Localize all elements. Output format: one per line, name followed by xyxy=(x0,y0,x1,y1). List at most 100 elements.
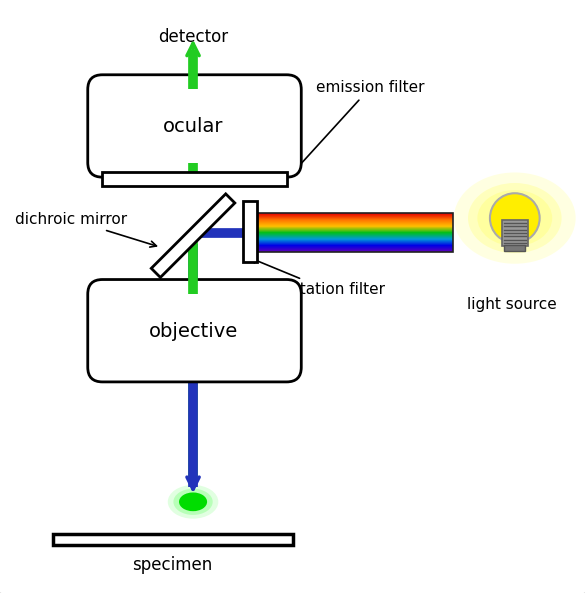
Ellipse shape xyxy=(477,190,552,246)
FancyBboxPatch shape xyxy=(88,280,301,382)
Bar xyxy=(257,241,453,242)
Bar xyxy=(257,241,453,242)
Bar xyxy=(257,251,453,252)
Bar xyxy=(257,219,453,220)
Bar xyxy=(257,214,453,215)
Bar xyxy=(257,221,453,223)
Bar xyxy=(257,237,453,238)
Bar xyxy=(257,237,453,238)
Bar xyxy=(257,247,453,248)
Bar xyxy=(257,245,453,246)
Bar xyxy=(257,220,453,221)
Bar xyxy=(257,225,453,226)
Bar xyxy=(257,222,453,223)
Bar xyxy=(257,249,453,250)
Bar xyxy=(257,236,453,237)
Bar xyxy=(257,248,453,249)
Bar xyxy=(257,242,453,243)
Bar xyxy=(257,222,453,223)
Bar xyxy=(257,240,453,241)
Bar xyxy=(257,250,453,251)
Bar xyxy=(257,242,453,243)
Bar xyxy=(504,245,525,251)
Bar xyxy=(257,216,453,217)
Bar xyxy=(257,245,453,246)
Bar xyxy=(257,235,453,236)
Bar xyxy=(257,228,453,229)
Bar xyxy=(257,243,453,244)
Bar xyxy=(257,237,453,238)
Bar xyxy=(257,238,453,239)
Bar xyxy=(257,217,453,218)
Bar xyxy=(257,214,453,215)
Bar xyxy=(257,233,453,234)
Bar xyxy=(257,229,453,230)
Bar xyxy=(257,244,453,245)
Bar xyxy=(257,224,453,225)
Bar xyxy=(257,219,453,220)
Bar xyxy=(257,215,453,217)
Bar xyxy=(257,235,453,236)
Bar xyxy=(257,228,453,229)
Bar xyxy=(257,234,453,235)
Bar xyxy=(257,226,453,227)
Bar xyxy=(257,229,453,230)
Bar xyxy=(257,233,453,234)
Bar xyxy=(257,234,453,235)
FancyBboxPatch shape xyxy=(88,75,301,177)
Bar xyxy=(257,225,453,226)
Bar xyxy=(257,230,453,231)
Bar xyxy=(257,234,453,235)
Bar xyxy=(257,238,453,239)
Bar xyxy=(257,215,453,216)
Bar xyxy=(257,249,453,250)
Bar xyxy=(257,223,453,224)
Bar xyxy=(257,213,453,214)
Bar xyxy=(257,240,453,241)
Bar xyxy=(257,222,453,223)
Bar xyxy=(257,214,453,215)
Bar xyxy=(257,246,453,247)
Bar xyxy=(257,226,453,227)
Bar xyxy=(257,220,453,221)
Bar xyxy=(257,233,453,234)
Bar xyxy=(257,237,453,238)
Bar xyxy=(257,250,453,251)
Bar xyxy=(257,224,453,225)
Bar xyxy=(257,223,453,224)
Bar xyxy=(257,241,453,242)
Bar xyxy=(257,236,453,238)
Bar xyxy=(257,235,453,236)
Polygon shape xyxy=(152,194,235,277)
Bar xyxy=(257,218,453,219)
Text: objective: objective xyxy=(149,322,238,341)
Bar xyxy=(257,240,453,241)
Bar xyxy=(257,248,453,249)
Bar xyxy=(257,230,453,232)
Ellipse shape xyxy=(179,493,207,511)
Bar xyxy=(257,242,453,244)
Bar xyxy=(502,220,528,246)
Bar xyxy=(257,217,453,218)
Bar xyxy=(257,233,453,234)
Bar xyxy=(257,243,453,244)
Bar xyxy=(257,249,453,250)
Bar xyxy=(257,231,453,232)
Ellipse shape xyxy=(168,485,218,518)
Bar xyxy=(257,234,453,235)
Bar xyxy=(257,245,453,246)
Bar xyxy=(257,247,453,248)
Bar xyxy=(257,246,453,247)
Bar xyxy=(257,226,453,227)
Bar xyxy=(257,239,453,240)
Bar xyxy=(257,215,453,216)
Bar xyxy=(257,248,453,250)
Bar xyxy=(257,233,453,234)
Bar xyxy=(257,228,453,229)
Bar xyxy=(257,244,453,245)
Bar xyxy=(257,225,453,226)
Bar xyxy=(257,243,453,244)
Bar xyxy=(243,200,257,262)
Text: ocular: ocular xyxy=(163,117,223,136)
Bar xyxy=(257,249,453,250)
